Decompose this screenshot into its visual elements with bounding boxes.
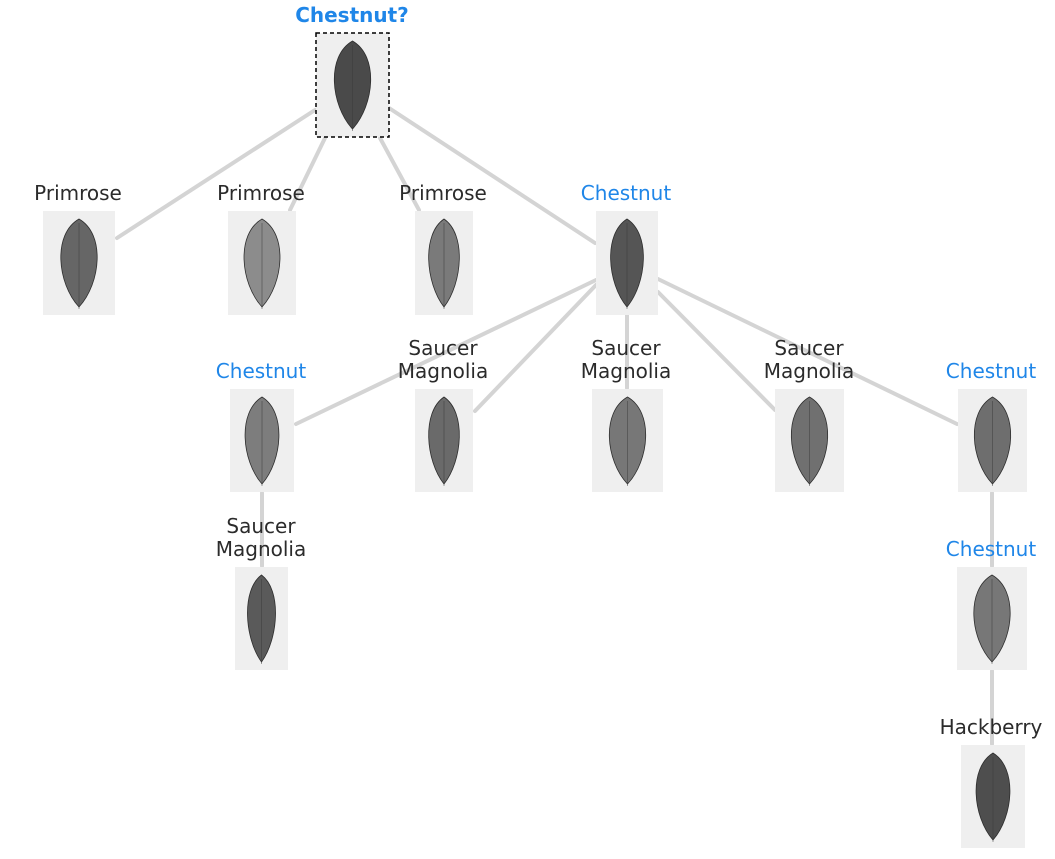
tree-edge	[656, 290, 777, 412]
match-node-n12[interactable]: Hackberry	[940, 715, 1043, 848]
tree-edge	[115, 108, 317, 240]
species-label: Saucer	[226, 514, 296, 538]
tree-edge	[378, 136, 421, 212]
species-label: Saucer	[774, 336, 844, 360]
match-node-n1[interactable]: Primrose	[34, 181, 122, 315]
species-label: Chestnut	[946, 359, 1037, 383]
tree-edge	[656, 277, 959, 426]
species-label: Chestnut	[581, 181, 672, 205]
tree-edge	[288, 136, 327, 212]
match-node-n2[interactable]: Primrose	[217, 181, 305, 315]
match-node-n9[interactable]: Chestnut	[946, 359, 1037, 492]
species-label: Magnolia	[398, 359, 489, 383]
match-node-n4[interactable]: Chestnut	[581, 181, 672, 315]
species-label: Chestnut	[946, 537, 1037, 561]
tree-edges	[115, 106, 994, 746]
query-node[interactable]: Chestnut?	[295, 3, 409, 138]
species-label: Hackberry	[940, 715, 1043, 739]
match-node-n5[interactable]: Chestnut	[216, 359, 307, 492]
tree-edge	[473, 283, 598, 413]
tree-edge	[294, 278, 598, 426]
query-label: Chestnut?	[295, 3, 409, 27]
species-label: Chestnut	[216, 359, 307, 383]
species-label: Primrose	[217, 181, 305, 205]
species-label: Magnolia	[764, 359, 855, 383]
species-label: Primrose	[34, 181, 122, 205]
species-label: Primrose	[399, 181, 487, 205]
match-node-n3[interactable]: Primrose	[399, 181, 487, 315]
match-node-n11[interactable]: Chestnut	[946, 537, 1037, 670]
species-label: Saucer	[408, 336, 478, 360]
tree-nodes: Chestnut? Primrose Primrose Primrose Chestnu…	[34, 3, 1043, 848]
species-label: Saucer	[591, 336, 661, 360]
species-label: Magnolia	[216, 537, 307, 561]
tree-edge	[387, 106, 597, 245]
species-label: Magnolia	[581, 359, 672, 383]
